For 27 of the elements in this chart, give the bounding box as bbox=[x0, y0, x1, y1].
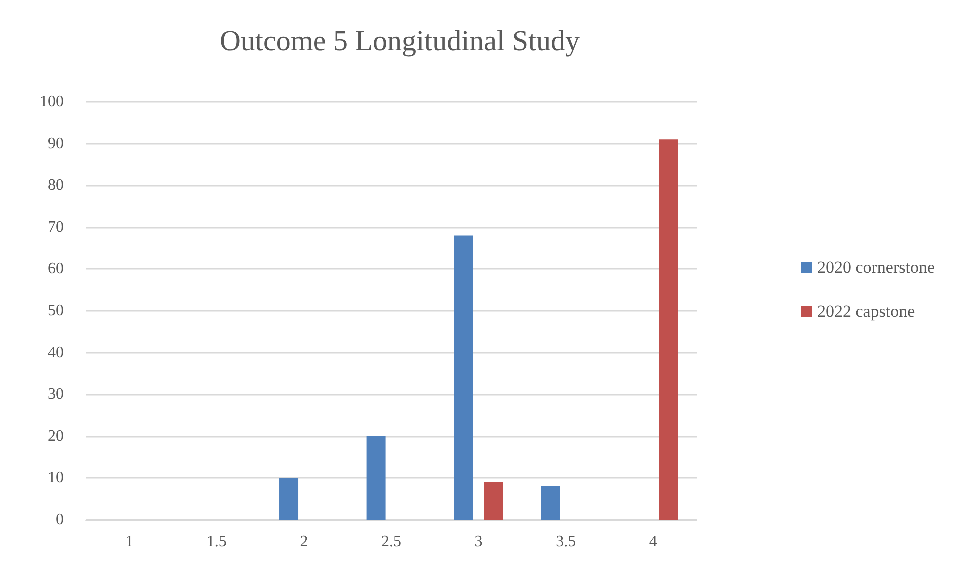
x-tick-label: 2 bbox=[300, 534, 308, 550]
x-tick-label: 3.5 bbox=[556, 534, 576, 550]
x-tick-label: 1 bbox=[126, 534, 134, 550]
x-tick-label: 2.5 bbox=[382, 534, 402, 550]
x-tick-label: 4 bbox=[649, 534, 658, 550]
y-tick-label: 90 bbox=[48, 135, 64, 152]
y-tick-label: 60 bbox=[48, 260, 64, 278]
y-tick-label: 10 bbox=[48, 470, 64, 487]
chart-title: Outcome 5 Longitudinal Study bbox=[220, 26, 581, 58]
y-tick-label: 50 bbox=[48, 302, 64, 320]
bar bbox=[280, 478, 299, 520]
y-tick-label: 70 bbox=[48, 218, 64, 236]
y-tick-label: 0 bbox=[56, 512, 64, 528]
y-tick-label: 30 bbox=[48, 386, 64, 404]
bar bbox=[541, 486, 560, 520]
bar bbox=[659, 140, 678, 520]
x-tick-label: 3 bbox=[474, 534, 483, 550]
legend-label: 2022 capstone bbox=[817, 302, 916, 321]
x-tick-label: 1.5 bbox=[206, 534, 227, 550]
y-tick-label: 100 bbox=[40, 94, 64, 110]
y-tick-label: 80 bbox=[48, 177, 64, 194]
y-tick-label: 20 bbox=[48, 428, 64, 445]
bar bbox=[366, 436, 386, 520]
legend-label: 2020 cornerstone bbox=[817, 258, 936, 277]
y-tick-label: 40 bbox=[48, 344, 64, 362]
bar bbox=[454, 236, 474, 520]
bar bbox=[484, 482, 504, 520]
